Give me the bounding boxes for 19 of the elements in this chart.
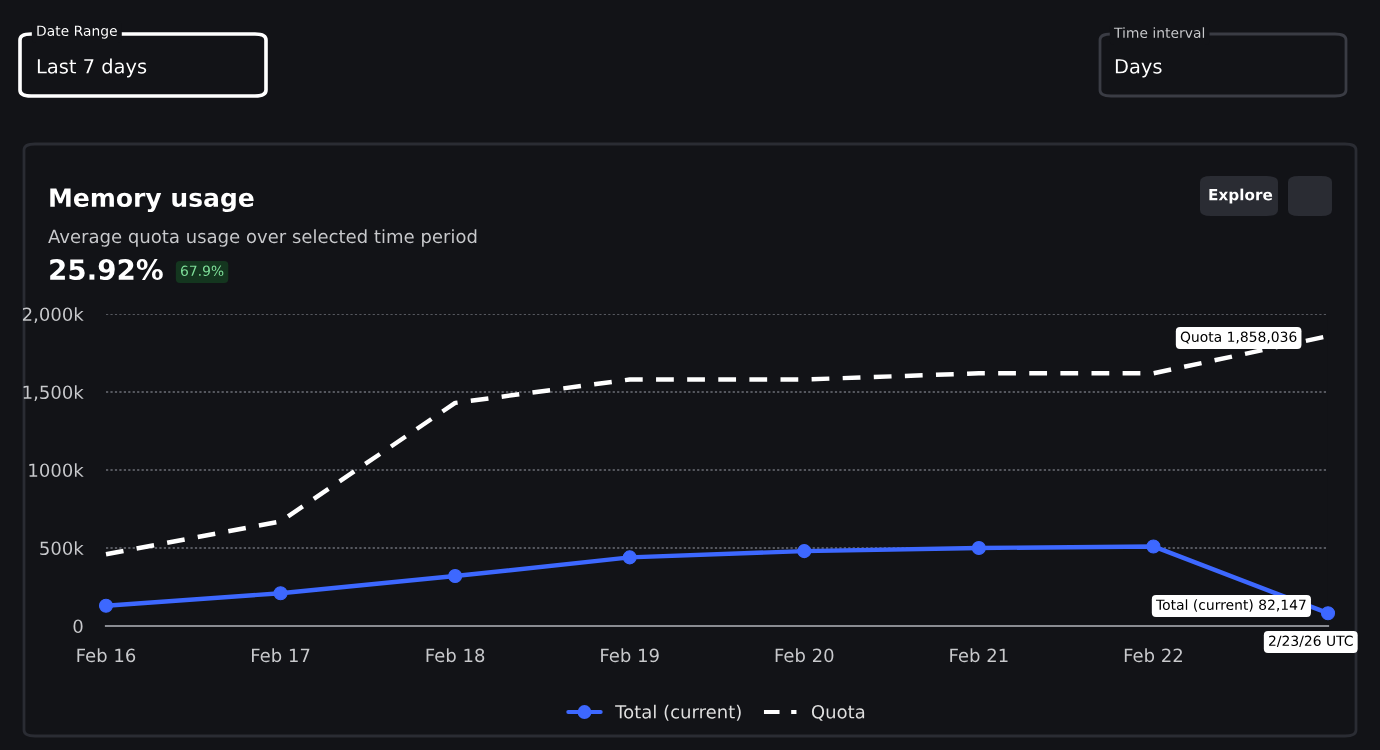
text: Days	[1115, 59, 1162, 78]
chart-title: Memory usage	[50, 188, 254, 213]
y-tick-label: 1,500k	[23, 385, 84, 401]
legend-label: Quota	[811, 704, 865, 721]
y-tick-label: 500k	[40, 541, 84, 556]
x-tick-label: Feb 20	[775, 648, 834, 663]
x-tick-label: Feb 18	[426, 648, 485, 663]
text: Last 7 days	[37, 58, 147, 78]
x-tick-label: Feb 22	[1124, 648, 1182, 663]
text: 25.92%	[50, 259, 163, 281]
chart-subtitle: Average quota usage over selected time period	[48, 229, 477, 247]
y-tick-label: 2,000k	[22, 307, 84, 323]
x-tick-label: Feb 17	[252, 648, 310, 663]
y-tick-label: 1000k	[29, 463, 84, 478]
x-tick-label: Feb 21	[950, 648, 1008, 663]
x-tick-label: Feb 16	[77, 648, 136, 663]
y-tick-label: 0	[73, 619, 83, 634]
x-tick-label: Feb 19	[601, 648, 659, 663]
legend-label: Total (current)	[615, 704, 741, 721]
